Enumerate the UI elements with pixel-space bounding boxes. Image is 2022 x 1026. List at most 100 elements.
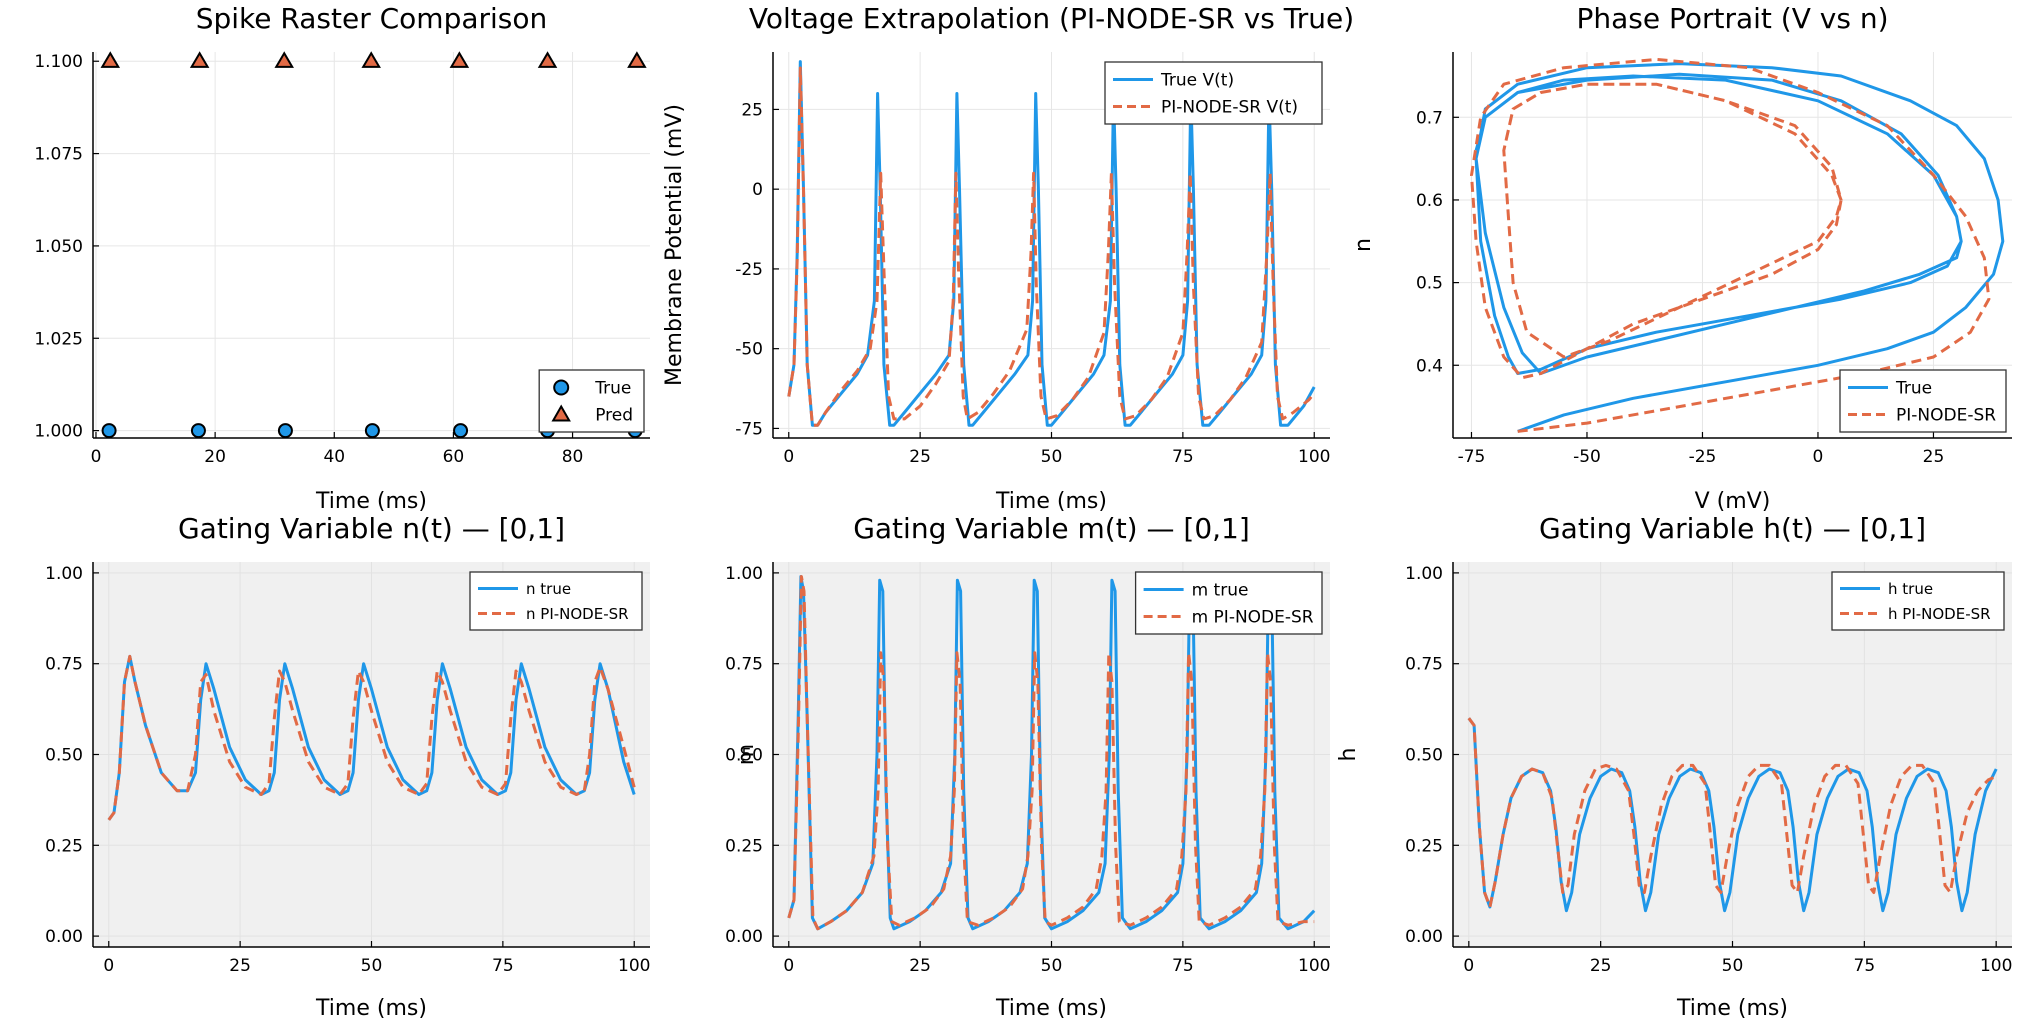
chart-panel-3: -75 -50 -25 0 25 0.4 0.5 0.6 0.7 Phase Portrait (… [1351, 2, 2012, 514]
x-axis-label: Time (ms) [315, 489, 427, 514]
data-point-true [190, 423, 206, 439]
series-line-true [787, 60, 1316, 427]
data-point-pred [537, 51, 558, 68]
legend-label: True V(t) [1160, 70, 1234, 90]
legend-label: m true [1192, 580, 1249, 600]
y-tick-label: 0.6 [1416, 191, 1443, 211]
x-tick-label: -75 [1458, 447, 1486, 467]
legend-label: n PI-NODE-SR [526, 605, 629, 623]
y-tick-label: 1.100 [34, 52, 83, 72]
x-tick-label: 0 [103, 956, 114, 976]
y-tick-label: 1.050 [34, 237, 83, 257]
y-tick-label: 0.50 [1405, 746, 1443, 766]
x-axis-label: Time (ms) [315, 996, 427, 1021]
data-point-pred [274, 51, 294, 68]
y-tick-label: 0.7 [1416, 108, 1443, 128]
legend-label: h PI-NODE-SR [1888, 605, 1991, 623]
x-tick-label: 100 [618, 956, 650, 976]
chart-title: Phase Portrait (V vs n) [1576, 2, 1888, 35]
y-tick-label: 1.00 [45, 564, 83, 584]
chart-panel-1: 0 20 40 60 80 1.000 1.025 1.050 1.075 1.100 Spike … [34, 2, 650, 514]
x-tick-label: 75 [1172, 956, 1194, 976]
series-line-true [1474, 62, 2005, 433]
y-tick-label: 1.075 [34, 145, 83, 165]
chart-panel-2: 0 25 50 75 100 -75 -50 -25 0 25 Voltage Extrapolat… [662, 2, 1354, 514]
plot-area [1470, 57, 2005, 433]
x-tick-label: 0 [91, 447, 102, 467]
legend-label: PI-NODE-SR [1896, 405, 1996, 425]
legend-box [538, 369, 645, 433]
y-tick-label: 0.50 [725, 746, 763, 766]
series-line-pred [787, 575, 1315, 931]
chart-title: Gating Variable n(t) — [0,1] [178, 512, 565, 545]
series-line-pred [1470, 57, 1991, 433]
y-tick-label: 0.00 [45, 927, 83, 947]
x-axis-label: Time (ms) [1676, 996, 1788, 1021]
legend: True V(t) PI-NODE-SR V(t) [1104, 61, 1323, 125]
chart-title: Voltage Extrapolation (PI-NODE-SR vs Tru… [749, 2, 1354, 35]
legend-label: h true [1888, 580, 1933, 598]
x-tick-label: 50 [1722, 956, 1744, 976]
legend: n true n PI-NODE-SR [469, 571, 643, 631]
y-tick-label: 1.00 [725, 564, 763, 584]
x-tick-label: 60 [443, 447, 465, 467]
legend: True PI-NODE-SR [1839, 369, 2007, 433]
x-tick-label: 25 [229, 956, 251, 976]
plot-area [787, 60, 1316, 427]
chart-panel-5: 0 25 50 75 100 0.00 0.25 0.50 0.75 1.00 Gating Var… [725, 512, 1330, 1021]
x-tick-label: 0 [1813, 447, 1824, 467]
plot-area [787, 575, 1316, 931]
x-tick-label: 80 [562, 447, 584, 467]
x-tick-label: 50 [1041, 447, 1063, 467]
data-point-true [453, 423, 469, 439]
series-line-pred [1467, 717, 1997, 909]
y-tick-label: 0.4 [1416, 356, 1443, 376]
y-axis-label: Membrane Potential (mV) [662, 104, 687, 386]
y-tick-label: 0.25 [45, 836, 83, 856]
x-tick-label: 100 [1980, 956, 2012, 976]
legend-swatch [551, 404, 571, 422]
x-tick-label: 20 [204, 447, 226, 467]
series-line-pred [787, 66, 1316, 427]
legend-label: True [594, 378, 631, 398]
y-tick-label: 0.25 [1405, 836, 1443, 856]
y-tick-label: -75 [735, 419, 763, 439]
x-tick-label: 0 [783, 956, 794, 976]
legend-label: m PI-NODE-SR [1192, 607, 1314, 627]
data-point-true [101, 423, 117, 439]
y-axis-label: n [1351, 238, 1376, 252]
y-tick-label: 0.75 [1405, 655, 1443, 675]
y-tick-label: 1.00 [1405, 564, 1443, 584]
x-tick-label: 100 [1298, 956, 1330, 976]
data-point-pred [189, 51, 210, 68]
y-axis-label: m [734, 744, 759, 765]
x-axis-label: Time (ms) [995, 489, 1107, 514]
y-axis-label: h [1336, 748, 1361, 762]
x-tick-label: -50 [1573, 447, 1601, 467]
x-tick-label: 50 [1041, 956, 1063, 976]
x-tick-label: 40 [323, 447, 345, 467]
legend-label: Pred [595, 405, 633, 425]
data-point-true [364, 423, 380, 439]
y-tick-label: 0.25 [725, 836, 763, 856]
legend-box [469, 571, 643, 631]
series-line-pred [107, 654, 636, 821]
y-tick-label: 0.00 [1405, 927, 1443, 947]
legend: m true m PI-NODE-SR [1134, 571, 1323, 635]
x-tick-label: 25 [909, 956, 931, 976]
y-tick-label: 25 [741, 100, 763, 120]
x-tick-label: -25 [1689, 447, 1717, 467]
x-tick-label: 25 [1590, 956, 1612, 976]
legend-box [1831, 571, 2005, 631]
legend-swatch [553, 379, 570, 396]
data-point-true [277, 423, 293, 439]
plot-area [1467, 717, 1998, 913]
chart-title: Gating Variable m(t) — [0,1] [853, 512, 1250, 545]
x-tick-label: 75 [1172, 447, 1194, 467]
x-axis-label: Time (ms) [995, 996, 1107, 1021]
chart-title: Spike Raster Comparison [196, 2, 548, 35]
legend: True Pred [538, 369, 645, 433]
data-point-pred [627, 51, 647, 68]
chart-panel-6: 0 25 50 75 100 0.00 0.25 0.50 0.75 1.00 Gating Var… [1336, 512, 2012, 1021]
